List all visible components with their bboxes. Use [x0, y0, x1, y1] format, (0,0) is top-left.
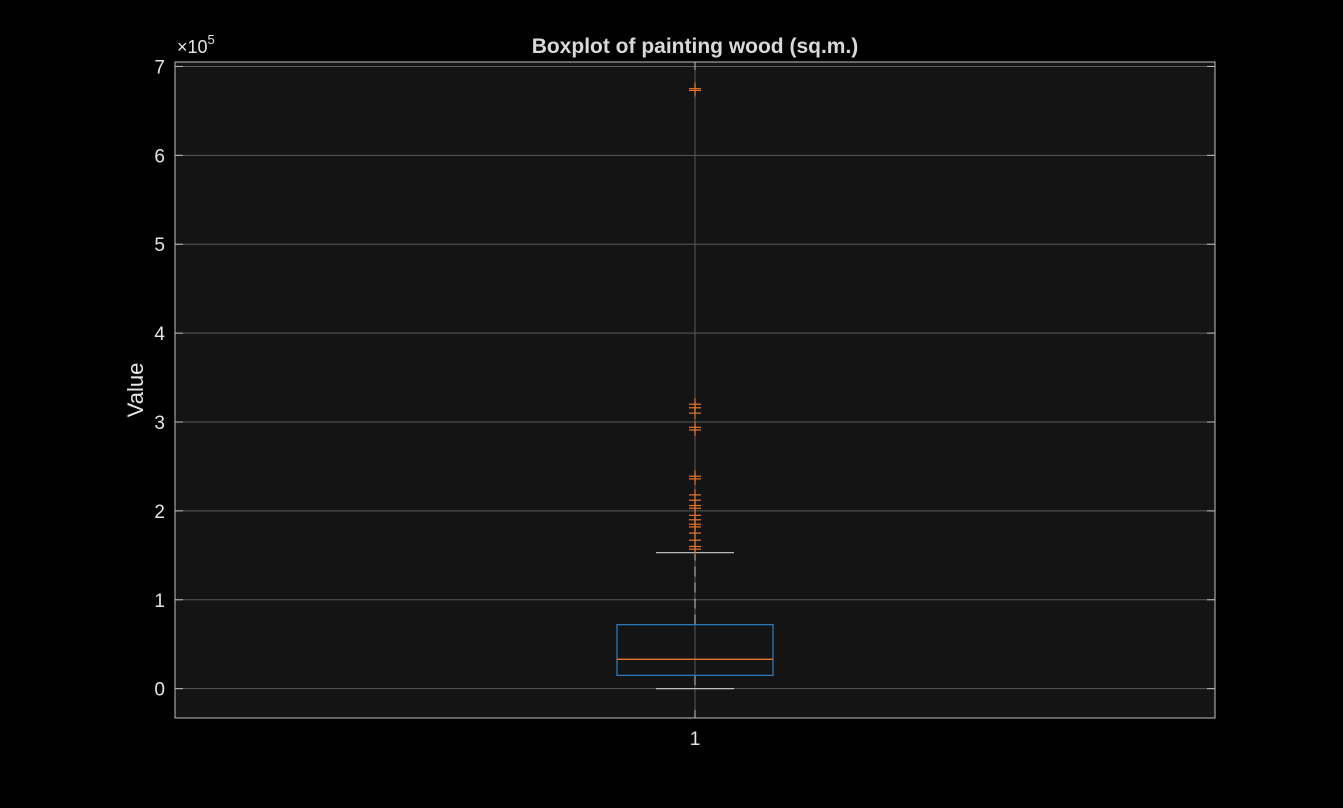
- y-exponent-base: ×10: [177, 37, 208, 57]
- y-axis-label: Value: [123, 363, 148, 418]
- y-tick-label: 6: [154, 146, 165, 167]
- y-tick-label: 5: [154, 235, 165, 256]
- y-tick-label: 1: [154, 591, 165, 612]
- boxplot-marks: [616, 82, 774, 690]
- y-tick-label: 3: [154, 413, 165, 434]
- x-tick-label: 1: [690, 729, 701, 750]
- axis-ticks: 0 1 2 3 4 5 6 7 1: [154, 57, 1215, 750]
- y-tick-label: 0: [154, 680, 165, 701]
- outlier-marker: [689, 398, 701, 411]
- chart-title: Boxplot of painting wood (sq.m.): [532, 35, 859, 58]
- y-tick-label: 7: [154, 57, 165, 78]
- outlier-marker: [689, 470, 701, 483]
- interquartile-box: [616, 624, 774, 676]
- outlier-marker: [689, 82, 701, 95]
- outlier-marker: [689, 421, 701, 434]
- y-exponent-power: 5: [208, 32, 215, 47]
- y-tick-label: 4: [154, 324, 165, 345]
- outlier-marker: [689, 488, 701, 501]
- y-axis-exponent: ×105: [177, 32, 215, 57]
- y-tick-label: 2: [154, 502, 165, 523]
